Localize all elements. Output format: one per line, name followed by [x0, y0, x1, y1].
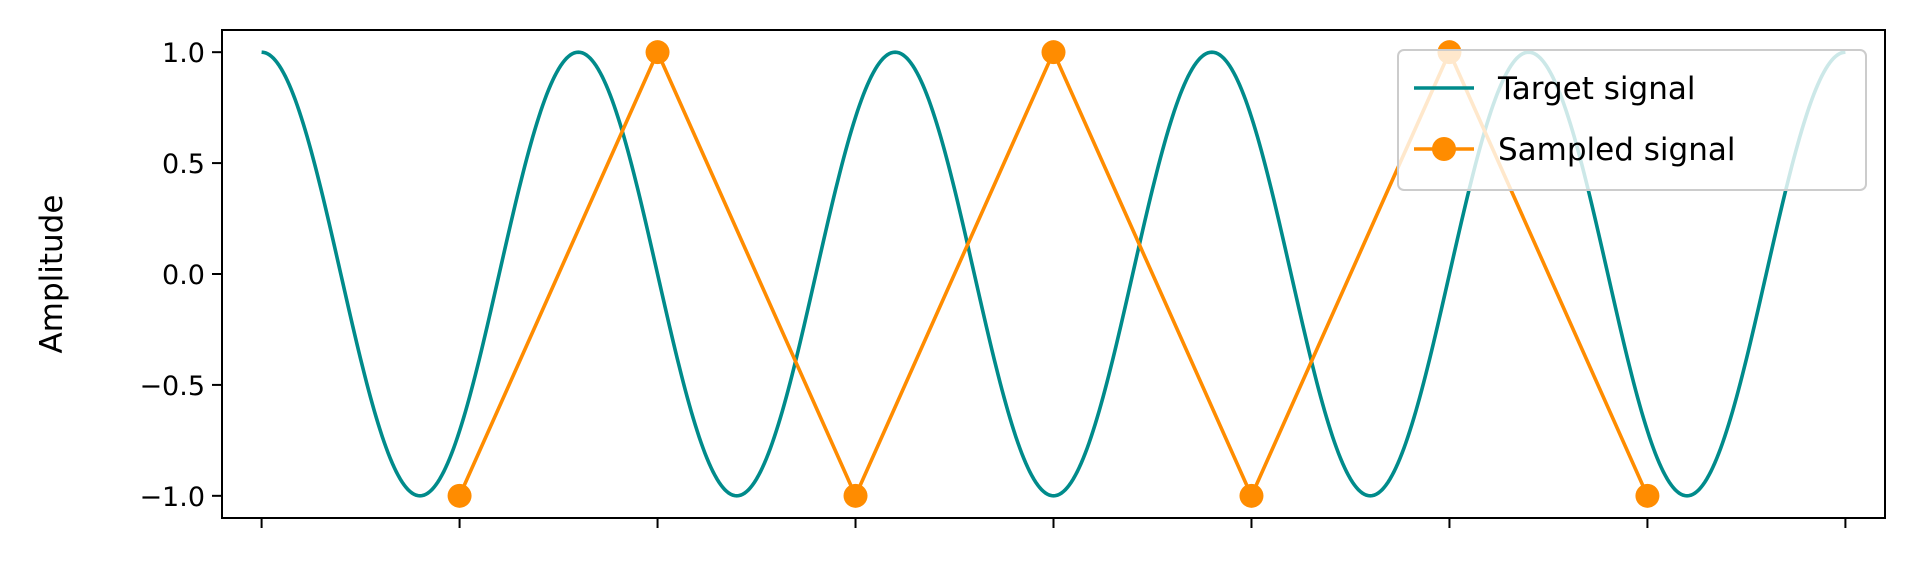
- legend-target-label: Target signal: [1497, 71, 1695, 107]
- y-tick-label: 0.0: [162, 260, 205, 291]
- y-tick-label: 1.0: [162, 38, 205, 69]
- legend-sampled-label: Sampled signal: [1498, 132, 1735, 168]
- y-axis-label: Amplitude: [34, 195, 70, 354]
- sampled-signal-point: [1041, 40, 1066, 65]
- sampled-signal-point: [1239, 483, 1264, 508]
- y-axis-ticks: 1.0 0.5 0.0 −0.5 −1.0: [139, 38, 222, 513]
- legend-sampled-marker: [1432, 137, 1456, 161]
- sampled-signal-point: [843, 483, 868, 508]
- sampled-signal-point: [447, 483, 472, 508]
- sampled-signal-point: [645, 40, 670, 65]
- x-axis-ticks: [260, 518, 1847, 528]
- legend: Target signal Sampled signal: [1397, 49, 1867, 191]
- y-tick-label: −1.0: [139, 482, 205, 513]
- plot-frame: [221, 29, 1886, 519]
- y-tick-label: −0.5: [139, 371, 205, 402]
- legend-box: [1397, 49, 1867, 191]
- sampled-signal-point: [1635, 483, 1660, 508]
- y-tick-label: 0.5: [162, 149, 205, 180]
